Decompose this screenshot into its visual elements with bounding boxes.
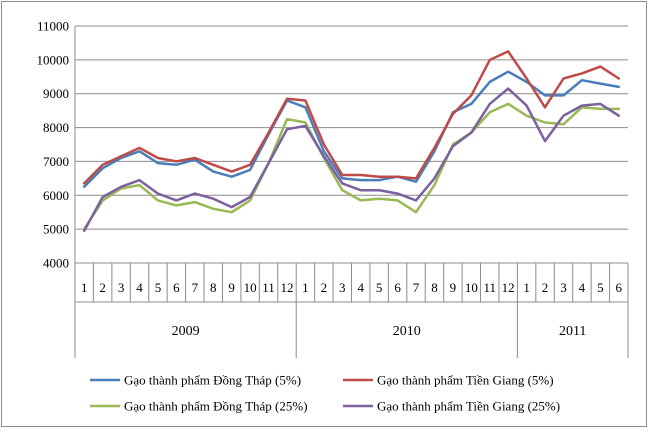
x-tick-label: 5 [376,280,383,295]
x-tick-label: 3 [560,280,567,295]
x-tick-label: 4 [357,280,364,295]
x-tick-label: 11 [483,280,496,295]
x-tick-label: 4 [579,280,586,295]
x-tick-label: 12 [280,280,293,295]
x-tick-label: 8 [431,280,438,295]
y-tick-label: 8000 [43,120,69,135]
year-label: 2009 [172,324,200,339]
y-tick-label: 7000 [43,154,69,169]
y-tick-label: 4000 [43,256,69,271]
y-tick-label: 11000 [37,19,69,34]
x-tick-label: 6 [173,280,180,295]
series-line-4 [82,87,621,233]
x-tick-label: 5 [597,280,604,295]
x-tick-label: 11 [262,280,275,295]
series-line-3 [82,102,621,231]
y-tick-label: 9000 [43,86,69,101]
x-tick-label: 10 [244,280,257,295]
series-line-2 [82,50,621,185]
year-label: 2010 [393,324,421,339]
x-tick-label: 3 [118,280,125,295]
x-tick-label: 1 [523,280,530,295]
x-tick-label: 10 [465,280,478,295]
x-tick-label: 2 [542,280,549,295]
x-tick-label: 9 [450,280,457,295]
y-tick-label: 5000 [43,222,69,237]
x-tick-label: 7 [192,280,199,295]
x-tick-label: 7 [413,280,420,295]
x-tick-label: 12 [502,280,515,295]
legend-label: Gạo thành phẩm Tiền Giang (5%) [377,373,554,388]
legend-label: Gạo thành phẩm Đồng Tháp (5%) [124,373,301,388]
legend-label: Gạo thành phẩm Đồng Tháp (25%) [124,399,308,414]
year-label: 2011 [559,324,586,339]
x-tick-label: 5 [155,280,162,295]
x-tick-label: 1 [81,280,88,295]
x-tick-label: 3 [339,280,346,295]
x-tick-label: 6 [394,280,401,295]
legend-label: Gạo thành phẩm Tiền Giang (25%) [377,399,560,414]
y-tick-label: 10000 [37,52,70,67]
x-tick-label: 8 [210,280,217,295]
x-tick-label: 2 [99,280,106,295]
x-tick-label: 9 [228,280,235,295]
x-tick-label: 1 [302,280,309,295]
x-tick-label: 6 [616,280,623,295]
x-tick-label: 2 [321,280,328,295]
y-tick-label: 6000 [43,188,69,203]
x-tick-label: 4 [136,280,143,295]
